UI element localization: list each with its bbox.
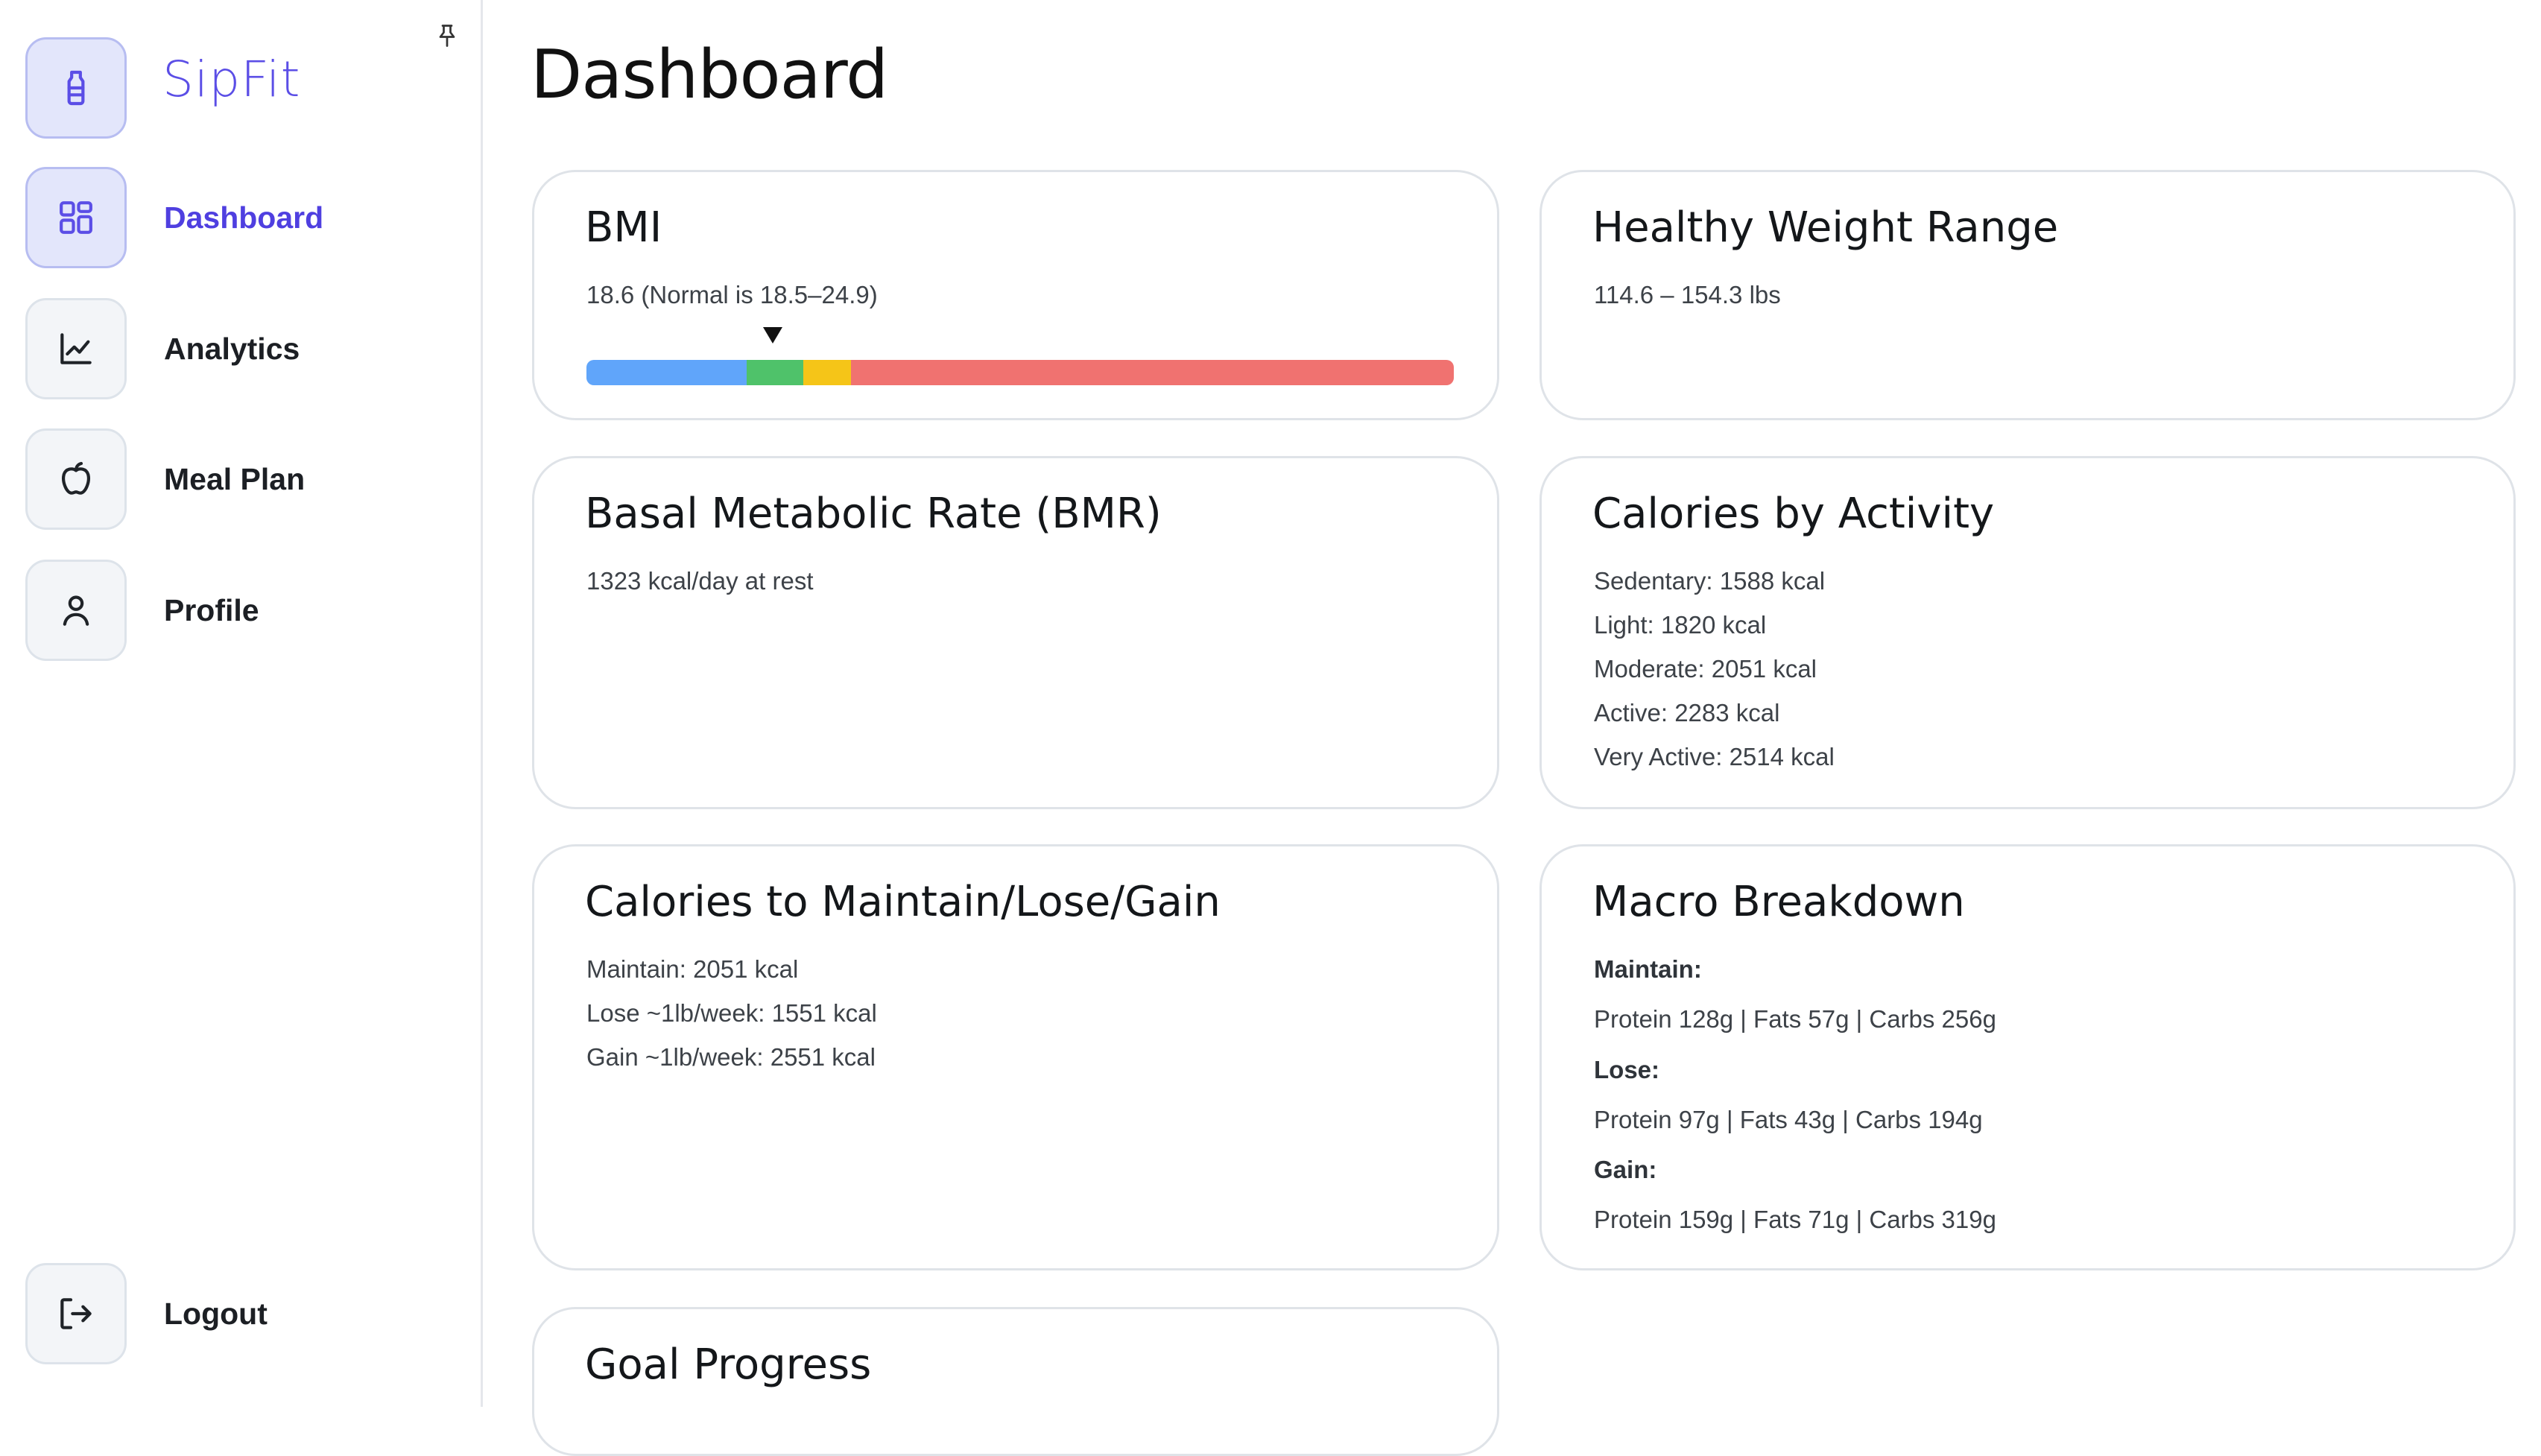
macro-gain-text: Protein 159g | Fats 71g | Carbs 319g xyxy=(1594,1206,1996,1233)
card-title: Goal Progress xyxy=(585,1341,872,1389)
bmi-segment xyxy=(851,360,1454,385)
healthy-weight-card: Healthy Weight Range 114.6 – 154.3 lbs xyxy=(1540,170,2516,420)
sidebar-item-label: Analytics xyxy=(164,331,300,366)
bmi-segment xyxy=(586,360,747,385)
bmr-card: Basal Metabolic Rate (BMR) 1323 kcal/day… xyxy=(532,456,1499,809)
bmi-marker-icon xyxy=(763,327,783,344)
sidebar-item-dashboard[interactable]: Dashboard xyxy=(25,167,458,268)
macro-gain-label: Gain: xyxy=(1594,1156,1657,1183)
card-title: Calories to Maintain/Lose/Gain xyxy=(585,878,1221,926)
bmi-scale-bar xyxy=(586,360,1454,385)
macro-maintain-text: Protein 128g | Fats 57g | Carbs 256g xyxy=(1594,1005,1996,1033)
sidebar-item-meal-plan[interactable]: Meal Plan xyxy=(25,428,458,530)
bmr-value: 1323 kcal/day at rest xyxy=(586,567,814,595)
macro-lose-text: Protein 97g | Fats 43g | Carbs 194g xyxy=(1594,1106,1983,1133)
activity-line-sedentary: Sedentary: 1588 kcal xyxy=(1594,567,1826,595)
sidebar-item-label: Meal Plan xyxy=(164,461,306,496)
sidebar-item-label: Profile xyxy=(164,592,259,627)
logout-label: Logout xyxy=(164,1296,268,1331)
healthy-weight-range: 114.6 – 154.3 lbs xyxy=(1594,281,1781,308)
macro-maintain-label: Maintain: xyxy=(1594,955,1702,983)
sidebar-item-analytics[interactable]: Analytics xyxy=(25,298,458,399)
bmi-segment xyxy=(803,360,851,385)
sidebar-item-label: Dashboard xyxy=(164,200,324,235)
logo-icon xyxy=(25,37,127,139)
macro-lose-label: Lose: xyxy=(1594,1056,1660,1083)
calories-lose: Lose ~1lb/week: 1551 kcal xyxy=(586,999,877,1027)
line-chart-icon xyxy=(25,298,127,399)
activity-line-active: Active: 2283 kcal xyxy=(1594,699,1780,727)
activity-calories-card: Calories by Activity Sedentary: 1588 kca… xyxy=(1540,456,2516,809)
bmi-card: BMI 18.6 (Normal is 18.5–24.9) xyxy=(532,170,1499,420)
calorie-goals-card: Calories to Maintain/Lose/Gain Maintain:… xyxy=(532,844,1499,1270)
logout-icon xyxy=(25,1263,127,1364)
macro-breakdown-card: Macro Breakdown Maintain: Protein 128g |… xyxy=(1540,844,2516,1270)
card-title: Basal Metabolic Rate (BMR) xyxy=(585,490,1162,538)
pin-icon[interactable] xyxy=(434,22,461,49)
goal-progress-card: Goal Progress xyxy=(532,1307,1499,1456)
card-title: Calories by Activity xyxy=(1592,490,1995,538)
page-title: Dashboard xyxy=(531,36,888,114)
sidebar-item-profile[interactable]: Profile xyxy=(25,560,458,661)
bmi-value-text: 18.6 (Normal is 18.5–24.9) xyxy=(586,281,878,308)
activity-line-light: Light: 1820 kcal xyxy=(1594,611,1767,639)
sidebar: SipFit Dashboard Analytics xyxy=(0,0,483,1407)
calories-maintain: Maintain: 2051 kcal xyxy=(586,955,799,983)
activity-line-moderate: Moderate: 2051 kcal xyxy=(1594,655,1817,683)
card-title: Healthy Weight Range xyxy=(1592,203,2059,252)
activity-line-very-active: Very Active: 2514 kcal xyxy=(1594,743,1835,770)
bmi-segment xyxy=(747,360,803,385)
brand-logo: SipFit xyxy=(162,51,301,108)
user-icon xyxy=(25,560,127,661)
card-title: Macro Breakdown xyxy=(1592,878,1965,926)
logout-button[interactable]: Logout xyxy=(25,1263,458,1364)
card-title: BMI xyxy=(585,203,662,252)
apple-icon xyxy=(25,428,127,530)
grid-icon xyxy=(25,167,127,268)
calories-gain: Gain ~1lb/week: 2551 kcal xyxy=(586,1043,876,1071)
